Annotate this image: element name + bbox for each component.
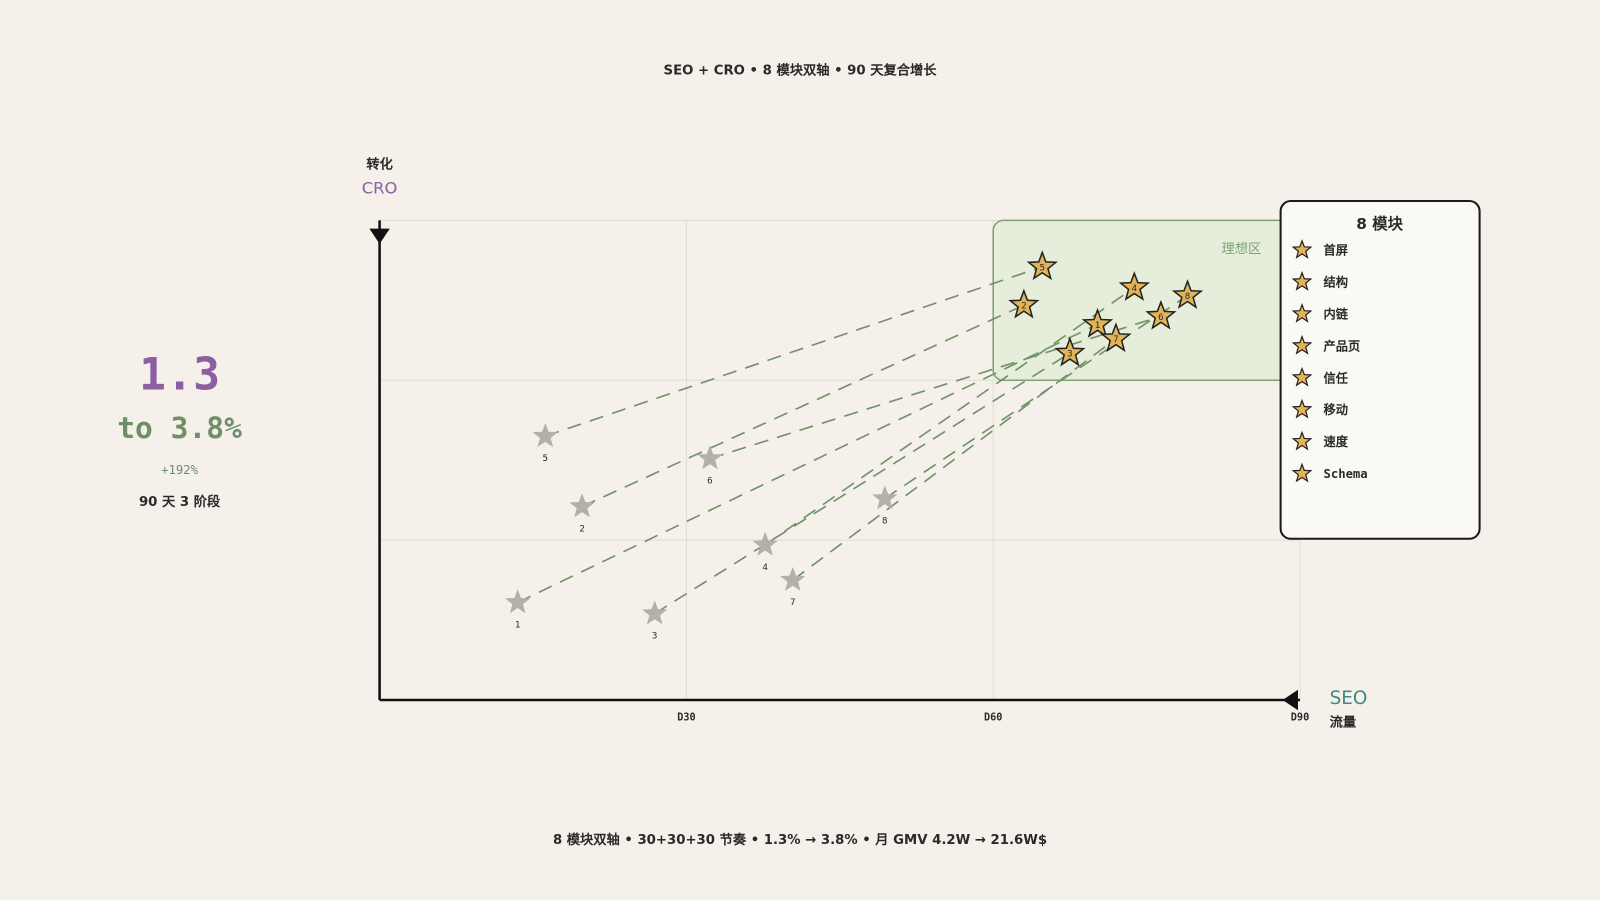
start-point <box>642 600 668 625</box>
start-label: 1 <box>515 619 521 630</box>
y-axis-name: CRO <box>362 178 398 197</box>
end-point <box>1026 250 1059 281</box>
legend-label: 内链 <box>1323 306 1348 321</box>
y-label: 转化 <box>366 155 393 172</box>
start-label: 4 <box>762 562 768 573</box>
summary-note: 90 天 3 阶段 <box>139 493 221 510</box>
summary-target: to 3.8% <box>117 411 242 445</box>
legend-label: 信任 <box>1323 370 1347 385</box>
legend-marker <box>1291 398 1313 419</box>
start-point <box>505 589 531 614</box>
end-label: 8 <box>1185 291 1191 302</box>
trajectory <box>517 323 1098 604</box>
end-point <box>1171 279 1204 309</box>
x-tick-label: D60 <box>984 712 1002 723</box>
end-point <box>1118 271 1151 301</box>
start-label: 2 <box>579 524 585 535</box>
y-axis-arrow <box>369 228 390 244</box>
legend-marker <box>1291 302 1313 323</box>
trajectory <box>709 315 1162 460</box>
start-point <box>569 493 595 518</box>
summary-value: 1.3 <box>139 348 220 401</box>
trajectory <box>545 265 1043 437</box>
start-point <box>532 422 558 447</box>
x-tick-label: D90 <box>1291 712 1309 723</box>
start-points: 1 2 3 4 5 6 7 8 <box>505 422 898 642</box>
start-point <box>697 445 723 470</box>
legend-marker <box>1291 430 1313 451</box>
end-point <box>1008 288 1040 319</box>
end-label: 5 <box>1040 262 1046 273</box>
start-point <box>780 566 806 591</box>
trajectory <box>764 286 1135 546</box>
legend-marker <box>1291 366 1313 387</box>
chart-title: SEO + CRO • 8 模块双轴 • 90 天复合增长 <box>664 61 938 78</box>
legend-marker <box>1291 239 1313 259</box>
x-axis-arrow <box>1282 689 1298 711</box>
end-label: 1 <box>1095 320 1101 331</box>
end-point <box>1081 307 1114 338</box>
start-label: 3 <box>652 631 658 642</box>
end-label: 6 <box>1158 312 1164 323</box>
end-point <box>1145 299 1177 330</box>
trajectory <box>884 294 1188 500</box>
legend-label: 首屏 <box>1323 243 1347 258</box>
x-label: 流量 <box>1330 713 1357 730</box>
legend-label: Schema <box>1323 467 1367 481</box>
x-axis-name: SEO <box>1330 688 1368 709</box>
legend-label: 产品页 <box>1323 338 1360 353</box>
legend-marker <box>1291 462 1313 483</box>
summary-change: +192% <box>161 463 198 477</box>
start-label: 8 <box>882 516 888 527</box>
ideal-zone-label: 理想区 <box>1221 241 1261 257</box>
end-points: 1 2 3 4 5 6 7 8 <box>1008 250 1204 367</box>
paths <box>517 265 1188 615</box>
start-label: 6 <box>707 476 713 487</box>
legend-label: 移动 <box>1323 402 1347 417</box>
start-label: 5 <box>542 453 548 464</box>
x-tick-label: D30 <box>677 712 695 723</box>
end-label: 2 <box>1021 301 1027 312</box>
end-point <box>1100 322 1132 353</box>
legend-label: 结构 <box>1323 274 1347 289</box>
start-label: 7 <box>790 597 796 608</box>
legend-marker <box>1291 334 1313 355</box>
end-label: 4 <box>1132 283 1138 294</box>
footer: 8 模块双轴 • 30+30+30 节奏 • 1.3% → 3.8% • 月 G… <box>553 831 1047 848</box>
end-label: 3 <box>1067 349 1073 360</box>
trajectory <box>654 352 1071 615</box>
legend-title: 8 模块 <box>1356 215 1403 233</box>
end-label: 7 <box>1113 334 1119 345</box>
legend-marker <box>1291 271 1313 291</box>
legend-label: 速度 <box>1323 434 1348 449</box>
end-point <box>1054 336 1086 367</box>
start-point <box>872 485 898 510</box>
start-point <box>752 531 778 556</box>
legend-box <box>1279 200 1481 540</box>
trajectory <box>581 304 1025 508</box>
